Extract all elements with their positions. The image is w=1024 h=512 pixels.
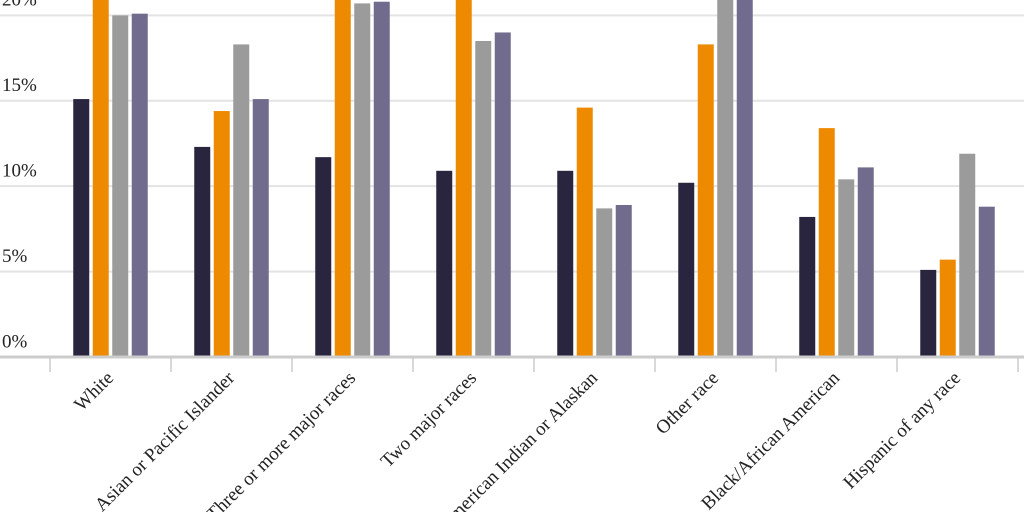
x-tick-label: Two major races xyxy=(377,368,481,472)
bar xyxy=(92,0,109,357)
bar xyxy=(939,259,956,357)
bar xyxy=(920,269,937,357)
bar xyxy=(978,206,995,357)
bar xyxy=(131,13,148,357)
bar xyxy=(354,3,371,357)
bar xyxy=(213,111,230,357)
x-tick-label: White xyxy=(70,368,118,416)
bar xyxy=(436,170,453,357)
x-tick-label: Other race xyxy=(652,368,723,439)
bar xyxy=(557,170,574,357)
bar xyxy=(112,15,129,357)
bar xyxy=(233,44,250,357)
bar xyxy=(252,99,269,357)
bar xyxy=(576,107,593,357)
y-tick-label: 20% xyxy=(2,0,37,11)
bars xyxy=(73,0,995,357)
bar xyxy=(455,0,472,357)
y-tick-label: 15% xyxy=(2,75,37,96)
y-tick-label: 10% xyxy=(2,161,37,182)
y-tick-label: 5% xyxy=(2,246,28,267)
bar xyxy=(697,44,714,357)
x-tick-label: Hispanic of any race xyxy=(839,368,965,494)
bar xyxy=(373,1,390,357)
bar xyxy=(596,208,613,357)
bar xyxy=(857,167,874,357)
bar xyxy=(818,128,835,357)
bar xyxy=(736,0,753,357)
bar xyxy=(475,40,492,357)
bar xyxy=(799,216,816,357)
bar xyxy=(494,32,511,357)
bar xyxy=(615,204,632,357)
bar xyxy=(73,99,90,357)
bar xyxy=(315,157,332,357)
bar xyxy=(678,182,695,357)
bar xyxy=(959,153,976,357)
bar xyxy=(194,146,211,357)
x-tick-label: Asian or Pacific Islander xyxy=(91,367,240,512)
bar xyxy=(334,0,351,357)
x-tick-label: Black/African American xyxy=(697,367,844,512)
bar xyxy=(717,0,734,357)
bar xyxy=(838,179,855,357)
y-tick-label: 0% xyxy=(2,331,28,352)
